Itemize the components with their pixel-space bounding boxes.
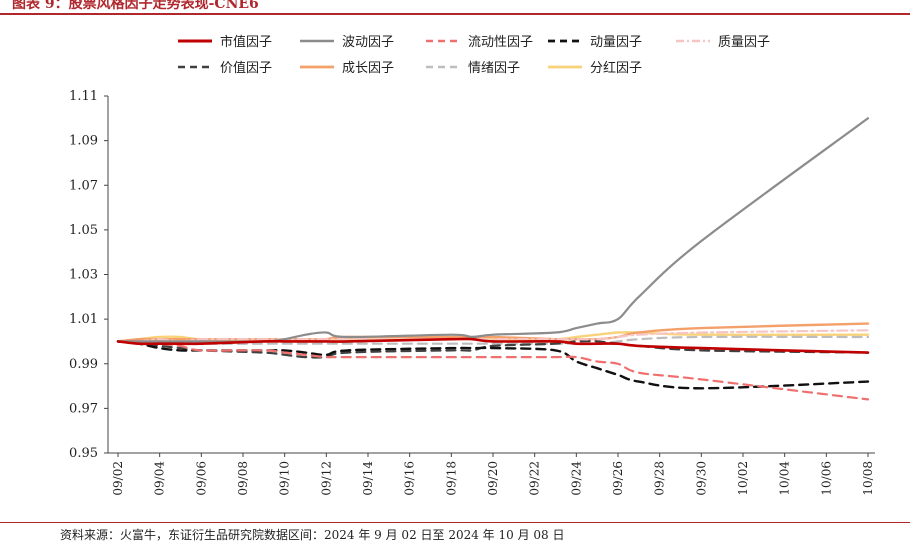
y-tick-label: 1.03 (69, 268, 98, 283)
legend-label: 分红因子 (590, 60, 642, 76)
x-tick-label: 09/08 (236, 461, 250, 496)
source-note: 资料来源：火富牛，东证衍生品研究院数据区间：2024 年 9 月 02 日至 2… (60, 528, 565, 542)
y-tick-label: 1.01 (69, 312, 98, 327)
y-tick-label: 0.97 (69, 401, 98, 416)
x-tick-label: 09/30 (694, 461, 708, 496)
x-tick-label: 09/18 (444, 461, 458, 496)
x-tick-label: 09/24 (569, 461, 583, 496)
y-tick-label: 0.95 (69, 446, 98, 461)
legend-label: 价值因子 (220, 60, 272, 76)
series-line (116, 340, 870, 390)
y-tick-label: 0.99 (69, 357, 98, 372)
legend-label: 市值因子 (220, 34, 272, 50)
x-axis-ticks: 09/02 09/04 09/06 09/08 09/10 09/12 09/14 09/16… (111, 453, 875, 496)
legend-label: 流动性因子 (468, 35, 533, 50)
legend-label: 质量因子 (718, 35, 770, 50)
x-tick-label: 10/06 (819, 461, 833, 496)
figure-title: 图表 9：股票风格因子走势表现-CNE6 (12, 0, 259, 12)
x-tick-label: 09/04 (153, 461, 167, 496)
legend-label: 波动因子 (342, 35, 394, 50)
y-tick-label: 1.11 (69, 89, 98, 104)
x-tick-label: 09/26 (611, 461, 625, 496)
y-tick-label: 1.07 (69, 178, 98, 193)
title-rule (0, 13, 910, 15)
legend-label: 成长因子 (342, 61, 394, 76)
x-tick-label: 09/16 (403, 461, 417, 496)
x-tick-label: 10/02 (736, 461, 750, 496)
x-tick-label: 10/08 (861, 461, 875, 496)
x-tick-label: 09/02 (111, 461, 125, 496)
x-tick-label: 09/20 (486, 461, 500, 496)
series-line (116, 340, 870, 401)
x-tick-label: 09/14 (361, 461, 375, 496)
series-line (116, 117, 870, 343)
series-line (116, 337, 870, 354)
x-tick-label: 10/04 (778, 461, 792, 496)
axes (107, 96, 875, 454)
y-tick-label: 1.09 (69, 134, 98, 149)
source-rule (0, 522, 910, 523)
x-tick-label: 09/28 (653, 461, 667, 496)
y-tick-label: 1.05 (69, 223, 98, 238)
x-tick-label: 09/12 (319, 461, 333, 496)
x-tick-label: 09/22 (528, 461, 542, 496)
legend-label: 情绪因子 (468, 61, 520, 76)
y-axis-ticks: 0.95 0.97 0.99 1.01 1.03 1.05 1.07 1.09 1.11 (69, 89, 108, 461)
x-tick-label: 09/06 (194, 461, 208, 496)
series-lines (116, 117, 870, 401)
x-tick-label: 09/10 (278, 461, 292, 496)
legend-label: 动量因子 (590, 35, 642, 50)
